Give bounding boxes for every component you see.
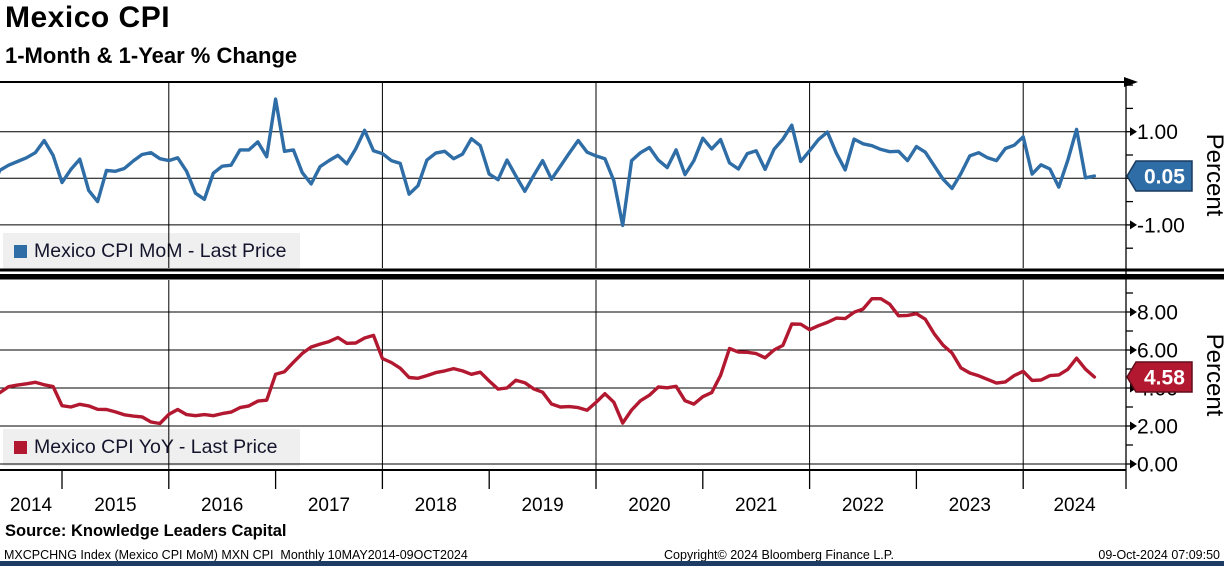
legend-yoy: Mexico CPI YoY - Last Price [3,429,300,466]
y-tick-label: -1.00 [1137,214,1185,237]
last-price-badge-mom [1126,160,1193,192]
footer-copyright: Copyright© 2024 Bloomberg Finance L.P. [664,548,894,562]
y-tick-label: 8.00 [1137,301,1178,324]
x-year-label: 2022 [842,495,884,516]
y-axis-title-mom: Percent [1201,134,1224,217]
x-year-label: 2023 [949,495,991,516]
y-tick-label: 2.00 [1137,415,1178,438]
source-note: Source: Knowledge Leaders Capital [5,522,287,540]
y-tick-label: 0.00 [1137,168,1178,191]
y-tick-label: 0.00 [1137,453,1178,476]
x-year-label: 2015 [94,495,136,516]
panel-separator [0,274,1224,280]
y-tick-arrow-icon [1130,459,1137,469]
y-tick-arrow-icon [1130,220,1137,230]
last-price-value-mom: 0.05 [1144,165,1185,188]
chart-subtitle: 1-Month & 1-Year % Change [5,43,298,68]
last-price-value-yoy: 4.58 [1144,366,1185,389]
x-year-label: 2016 [201,495,243,516]
x-year-label: 2014 [10,495,53,516]
y-tick-label: 4.00 [1137,377,1178,400]
x-year-label: 2017 [308,495,350,516]
y-tick-arrow-icon [1130,383,1137,393]
footer-timestamp: 09-Oct-2024 07:09:50 [1098,548,1220,562]
bottom-bar [0,561,1224,566]
legend-swatch-mom-icon [14,245,27,258]
series-line-yoy [0,297,1097,426]
x-year-label: 2019 [521,495,563,516]
x-year-label: 2024 [1053,495,1096,516]
footer-ticker-info: MXCPCHNG Index (Mexico CPI MoM) MXN CPI … [4,548,468,562]
y-tick-arrow-icon [1130,127,1137,137]
legend-label-yoy: Mexico CPI YoY - Last Price [34,436,278,458]
y-tick-arrow-icon [1130,307,1137,317]
y-axis-title-yoy: Percent [1201,334,1224,417]
x-year-label: 2021 [735,495,777,516]
legend-swatch-yoy-icon [14,441,27,454]
x-year-label: 2018 [415,495,457,516]
series-line-mom [0,97,1097,228]
y-tick-arrow-icon [1130,421,1137,431]
top-border-arrow-icon [1124,77,1138,87]
last-price-badge-yoy [1126,361,1193,393]
page-title: Mexico CPI [5,1,171,34]
legend-label-mom: Mexico CPI MoM - Last Price [34,240,287,262]
y-tick-label: 1.00 [1137,121,1178,144]
x-year-label: 2020 [628,495,670,516]
legend-mom: Mexico CPI MoM - Last Price [3,233,300,270]
y-tick-arrow-icon [1130,345,1137,355]
y-tick-label: 6.00 [1137,339,1178,362]
y-tick-arrow-icon [1130,173,1137,183]
